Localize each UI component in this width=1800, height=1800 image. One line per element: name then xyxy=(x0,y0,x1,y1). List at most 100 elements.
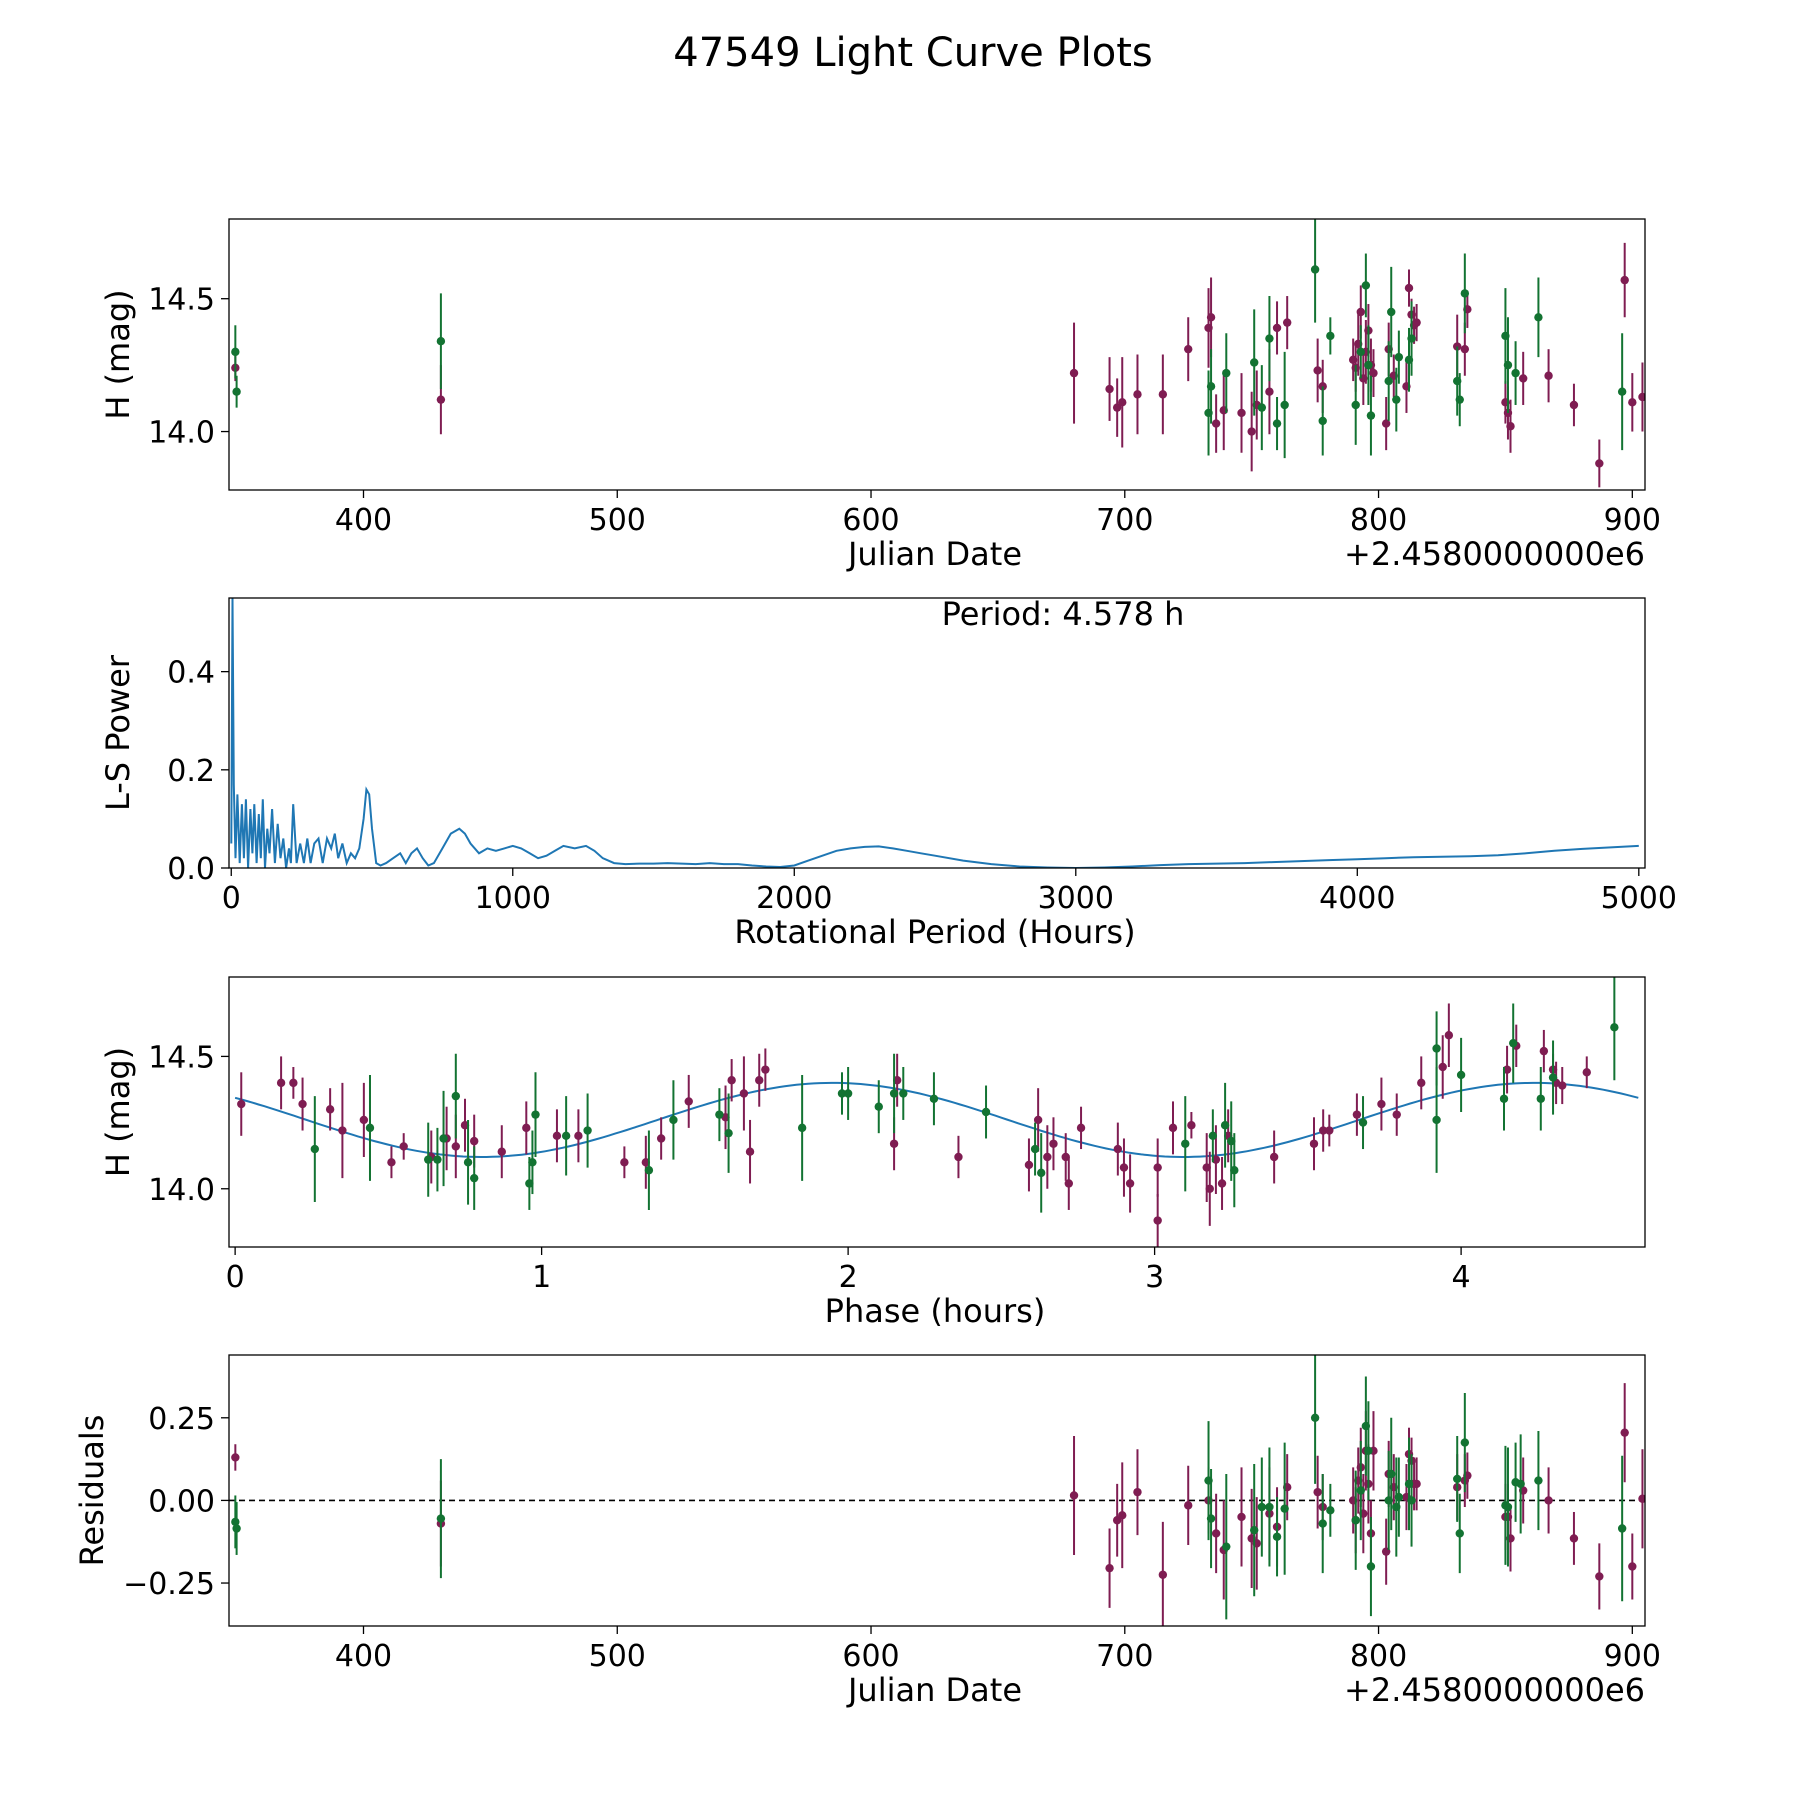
model-fit-line xyxy=(234,1081,1639,1158)
data-point xyxy=(1358,1118,1368,1127)
data-point xyxy=(1544,371,1553,380)
data-point xyxy=(1394,352,1404,362)
data-point xyxy=(1237,408,1246,418)
data-point xyxy=(451,1142,461,1151)
data-point xyxy=(1387,1469,1396,1479)
data-point xyxy=(1412,1479,1421,1489)
data-point xyxy=(929,1094,939,1103)
data-point xyxy=(1076,1123,1086,1133)
data-point xyxy=(469,1173,479,1183)
data-point xyxy=(1318,1126,1328,1135)
x-tick-label: 3000 xyxy=(1038,881,1114,916)
data-point xyxy=(1024,1160,1034,1170)
data-point xyxy=(1206,1514,1216,1523)
data-point xyxy=(1043,1152,1052,1162)
data-point xyxy=(1628,398,1637,407)
data-point xyxy=(1206,382,1216,391)
data-point xyxy=(874,1102,883,1111)
axes-frame xyxy=(228,976,1646,1248)
series-filter-a xyxy=(237,1003,1591,1247)
data-point xyxy=(1247,427,1256,436)
data-point xyxy=(310,1144,320,1154)
data-point xyxy=(1326,331,1335,341)
data-point xyxy=(1133,390,1142,399)
data-point xyxy=(1582,1068,1591,1077)
data-point xyxy=(1417,1078,1426,1088)
data-point xyxy=(1377,1099,1386,1109)
data-point xyxy=(1112,403,1122,412)
x-offset-label: +2.4580000000e6 xyxy=(1344,535,1645,573)
x-tick-label: 600 xyxy=(842,503,899,538)
data-point xyxy=(656,1134,666,1143)
x-tick-label: 5000 xyxy=(1601,881,1677,916)
data-point xyxy=(1265,387,1274,396)
data-point xyxy=(1638,1494,1645,1503)
data-point xyxy=(1325,1126,1334,1135)
y-axis-label: L-S Power xyxy=(99,654,137,811)
data-point xyxy=(1222,1542,1231,1551)
data-point xyxy=(1453,1474,1462,1484)
data-point xyxy=(1548,1073,1558,1082)
data-point xyxy=(684,1097,693,1106)
data-point xyxy=(1595,459,1604,468)
data-point xyxy=(1237,1512,1246,1522)
data-point xyxy=(463,1158,473,1167)
panel-residuals: 400 500 600 700 800 900 0.25 0.00 −0.25 Julian Da… xyxy=(73,1354,1661,1709)
data-point xyxy=(1638,392,1645,402)
data-point xyxy=(1049,1139,1058,1148)
x-tick-label: 800 xyxy=(1350,1639,1407,1674)
data-point xyxy=(1158,1570,1168,1579)
data-point xyxy=(1610,1023,1619,1032)
data-point xyxy=(1539,1046,1549,1056)
data-point xyxy=(1516,1479,1525,1489)
axes-frame xyxy=(228,1354,1646,1627)
x-tick-label: 0 xyxy=(226,1260,245,1295)
axes-frame xyxy=(228,597,1646,869)
data-point xyxy=(436,337,446,346)
data-point xyxy=(1617,1524,1627,1533)
panel-periodogram: 0 1000 2000 3000 4000 5000 0.0 0.2 0.4 Rotational… xyxy=(99,595,1677,951)
data-point xyxy=(552,1131,562,1141)
data-point xyxy=(889,1089,899,1098)
data-point xyxy=(899,1089,908,1098)
data-point xyxy=(1205,1184,1214,1193)
x-tick-label: 400 xyxy=(335,1639,392,1674)
data-point xyxy=(1153,1216,1162,1225)
data-point xyxy=(574,1131,583,1141)
data-point xyxy=(1407,334,1416,343)
data-point xyxy=(1310,265,1320,274)
data-point xyxy=(1438,1062,1447,1072)
panel-phased: 0 1 2 3 4 14.0 14.5 Phase (hours) H (mag) xyxy=(99,976,1646,1330)
y-tick-label: 14.5 xyxy=(148,1040,215,1075)
data-point xyxy=(1620,1428,1629,1437)
data-point xyxy=(1444,1031,1454,1040)
y-axis-label: H (mag) xyxy=(99,1047,137,1177)
x-tick-label: 2000 xyxy=(756,881,832,916)
y-axis-label: Residuals xyxy=(73,1415,111,1567)
series-filter-b xyxy=(231,1355,1627,1620)
data-point xyxy=(1364,360,1373,370)
data-point xyxy=(1404,283,1414,293)
period-annotation: Period: 4.578 h xyxy=(942,595,1185,633)
power-line xyxy=(230,598,1639,868)
data-point xyxy=(1356,307,1365,317)
x-offset-label: +2.4580000000e6 xyxy=(1344,1671,1645,1709)
data-point xyxy=(1118,1511,1127,1520)
data-point xyxy=(1282,318,1292,327)
data-point xyxy=(1361,281,1371,290)
x-tick-label: 500 xyxy=(589,1639,646,1674)
data-point xyxy=(522,1123,531,1133)
data-point xyxy=(1318,416,1327,426)
data-point xyxy=(231,347,240,357)
x-axis-label: Rotational Period (Hours) xyxy=(734,913,1135,951)
data-point xyxy=(1364,1446,1373,1456)
data-point xyxy=(1133,1487,1142,1497)
data-point xyxy=(1318,1519,1327,1528)
data-point xyxy=(1211,1529,1221,1538)
plot-area xyxy=(231,219,1645,488)
series-filter-b xyxy=(231,219,1627,459)
y-tick-label: 0.2 xyxy=(167,754,215,789)
data-point xyxy=(1558,1081,1567,1090)
data-point xyxy=(1217,1179,1227,1188)
data-point xyxy=(1153,1163,1162,1172)
